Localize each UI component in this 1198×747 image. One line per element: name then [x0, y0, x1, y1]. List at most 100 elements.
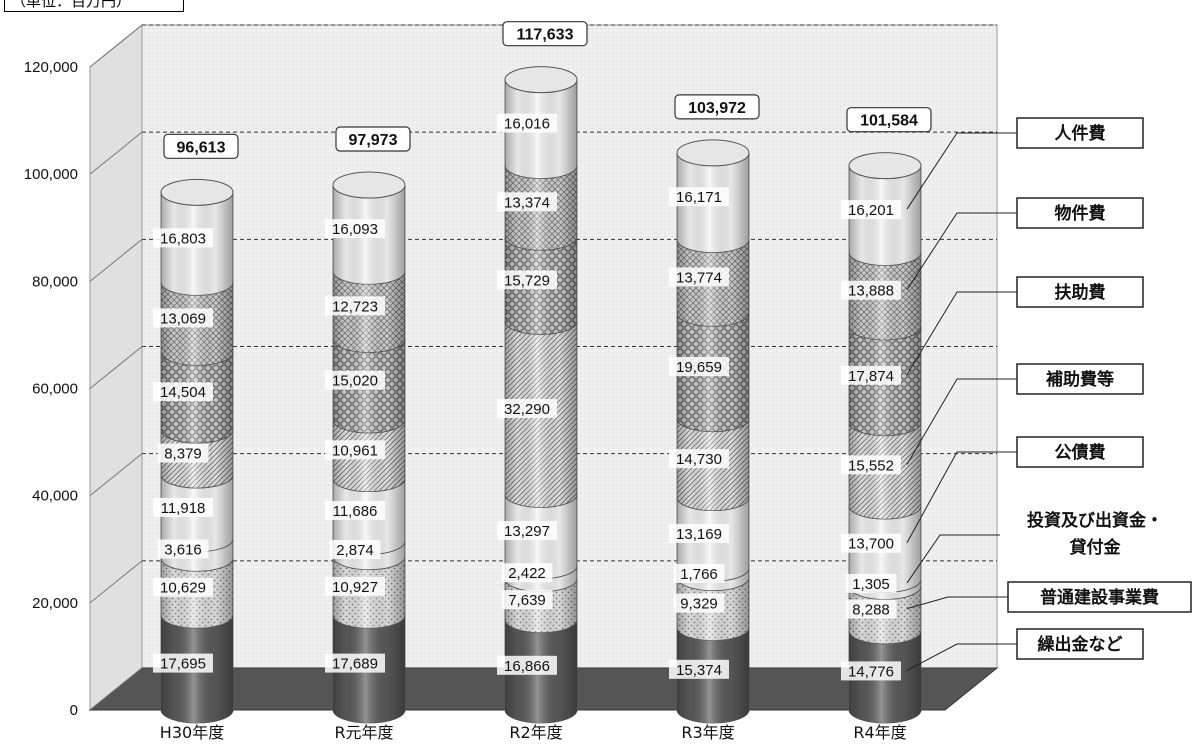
data-label-bg: [157, 539, 209, 559]
cylinder-top: [676, 139, 750, 167]
data-label-bg: [673, 593, 725, 613]
grid-diagonal: [89, 560, 143, 604]
legend-label: 物件費: [1055, 203, 1106, 224]
data-label: 15,729: [504, 272, 550, 289]
legend-leader-line: [906, 291, 1017, 376]
data-label: 16,093: [332, 221, 378, 238]
legend-label: 補助費等: [1045, 369, 1114, 390]
data-label: 11,918: [161, 500, 206, 517]
data-label-bg: [157, 443, 209, 463]
legend-label: 貸付金: [1069, 537, 1122, 558]
data-label: 10,961: [332, 442, 378, 459]
legend-leader-line: [906, 132, 1017, 210]
legend-leader-line: [906, 596, 1008, 610]
data-label: 16,866: [504, 658, 550, 675]
total-label: 96,613: [177, 139, 226, 156]
cylinder-top: [848, 152, 922, 180]
data-label: 1,766: [680, 566, 718, 583]
data-label: 12,723: [332, 298, 378, 315]
segment-shade: [677, 568, 749, 591]
grid-diagonal: [89, 24, 143, 68]
cylinder-top: [504, 66, 578, 94]
data-label: 13,297: [504, 523, 550, 540]
data-label-bg: [325, 500, 385, 520]
data-label-bg: [669, 449, 729, 469]
grid-diagonal: [89, 131, 143, 175]
data-label-bg: [153, 577, 213, 597]
data-label: 14,776: [848, 663, 894, 680]
total-label-box: [846, 107, 932, 133]
legend-label: 投資及び出資金・: [1027, 510, 1163, 531]
data-label: 9,329: [680, 596, 718, 613]
data-label-bg: [497, 655, 557, 675]
data-label: 13,069: [160, 310, 206, 327]
data-label-bg: [325, 653, 385, 673]
data-label-bg: [153, 653, 213, 673]
data-label-bg: [497, 521, 557, 541]
legend-leader-line: [906, 212, 1017, 290]
data-label-bg: [329, 539, 381, 559]
cylinder-top: [160, 178, 234, 206]
cylinder-bar: [848, 152, 922, 724]
data-label-bg: [325, 440, 385, 460]
data-label: 14,730: [676, 451, 722, 468]
data-label: 16,016: [504, 116, 550, 133]
total-label-box: [335, 126, 411, 152]
data-label: 8,379: [164, 446, 202, 463]
data-label-bg: [497, 398, 557, 418]
data-label: 15,020: [332, 373, 378, 390]
data-label-bg: [669, 187, 729, 207]
cylinder-top: [332, 171, 406, 199]
data-label-bg: [325, 296, 385, 316]
data-label-bg: [841, 533, 901, 553]
cylinder-bar: [676, 139, 750, 724]
y-tick-label: 100,000: [24, 166, 78, 183]
data-label: 14,504: [160, 384, 206, 401]
data-label-bg: [153, 382, 213, 402]
x-tick-label: R2年度: [509, 723, 562, 742]
data-label: 3,616: [164, 542, 202, 559]
legend-box: [1016, 276, 1144, 308]
data-label: 2,422: [508, 565, 546, 582]
data-label: 10,927: [332, 579, 378, 596]
data-label: 1,305: [852, 576, 890, 593]
legend-label: 繰出金など: [1038, 634, 1123, 655]
y-tick-label: 40,000: [32, 488, 78, 505]
data-label: 13,700: [848, 536, 894, 553]
data-label: 13,169: [676, 526, 722, 543]
data-label-bg: [153, 497, 213, 517]
legend-box: [1016, 436, 1144, 468]
data-label: 15,552: [848, 457, 894, 474]
x-tick-label: R3年度: [681, 723, 734, 742]
segment-shade: [505, 565, 577, 592]
legend-leader-line: [906, 378, 1017, 465]
data-label: 17,695: [160, 656, 206, 673]
total-label: 117,633: [517, 27, 574, 44]
data-label: 19,659: [676, 359, 722, 376]
y-tick-label: 120,000: [24, 59, 78, 76]
total-label: 103,972: [688, 100, 746, 117]
data-label-bg: [841, 455, 901, 475]
data-label: 11,686: [333, 503, 378, 520]
data-label-bg: [841, 280, 901, 300]
legend-box: [1007, 581, 1192, 613]
data-label: 10,629: [160, 580, 206, 597]
cylinder-bar: [504, 66, 578, 724]
data-label-bg: [669, 357, 729, 377]
grid-diagonal: [89, 346, 143, 389]
legend-leader-line: [906, 643, 1017, 671]
data-label: 16,803: [160, 230, 206, 247]
legend-label: 普通建設事業費: [1040, 587, 1159, 608]
data-label-bg: [497, 192, 557, 212]
data-label-bg: [501, 563, 553, 583]
legend-label: 扶助費: [1055, 282, 1106, 303]
data-label-bg: [845, 599, 897, 619]
data-label-bg: [501, 590, 553, 610]
grid-diagonal: [89, 667, 143, 711]
data-label-bg: [325, 370, 385, 390]
data-label-bg: [841, 365, 901, 385]
data-label-bg: [497, 270, 557, 290]
data-label: 7,639: [508, 592, 546, 609]
data-label: 2,874: [336, 542, 374, 559]
data-label: 32,290: [504, 401, 550, 418]
